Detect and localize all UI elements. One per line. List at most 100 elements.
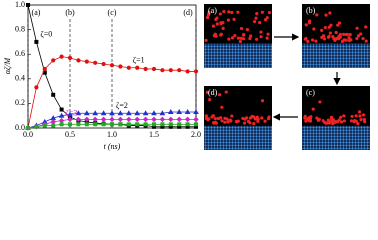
- atom: [320, 35, 324, 39]
- atom: [338, 35, 342, 39]
- point: [42, 66, 47, 72]
- atom: [213, 32, 217, 36]
- point: [76, 58, 81, 63]
- atom: [307, 115, 311, 120]
- atom: [317, 117, 321, 122]
- point: [100, 116, 107, 123]
- point: [193, 69, 199, 74]
- point: [34, 39, 39, 44]
- panel-label: (b): [306, 6, 316, 15]
- atom: [218, 12, 222, 16]
- atom: [338, 32, 342, 37]
- atom: [245, 28, 250, 32]
- point: [184, 116, 191, 123]
- atom: [255, 115, 259, 119]
- atom: [323, 25, 327, 30]
- point: [151, 116, 157, 123]
- x-tick-label: 1.0: [107, 130, 117, 139]
- atom: [347, 39, 351, 43]
- atom: [241, 116, 245, 121]
- atom: [345, 32, 349, 37]
- atom: [355, 26, 359, 30]
- point: [51, 123, 56, 128]
- point: [135, 65, 140, 70]
- atom: [252, 121, 256, 126]
- point: [59, 107, 64, 112]
- point: [168, 116, 174, 123]
- x-tick-label: 2.0: [191, 130, 201, 139]
- point: [101, 61, 106, 67]
- atom: [337, 118, 341, 122]
- point: [51, 92, 56, 97]
- atom: [334, 30, 338, 35]
- atom: [266, 116, 271, 121]
- point: [51, 58, 56, 63]
- atom: [217, 93, 222, 97]
- atom: [208, 98, 212, 102]
- point: [125, 110, 132, 116]
- atom: [266, 32, 270, 36]
- point: [143, 66, 148, 72]
- atom: [328, 31, 332, 35]
- atom: [214, 121, 218, 125]
- atom: [242, 121, 247, 125]
- atom: [326, 35, 331, 39]
- atom: [310, 38, 315, 42]
- atom: [227, 37, 231, 41]
- atom: [315, 13, 319, 17]
- point: [93, 122, 98, 127]
- panel-label: (a): [208, 6, 217, 15]
- x-axis-label: t (ns): [104, 142, 121, 151]
- atom: [248, 36, 252, 41]
- series-label: ζ=2: [116, 101, 128, 110]
- atom: [350, 114, 354, 119]
- atom: [331, 122, 335, 126]
- substrate: [302, 125, 370, 150]
- point: [75, 116, 82, 123]
- atom: [225, 117, 229, 121]
- atom: [363, 120, 367, 124]
- atom: [260, 116, 264, 120]
- atom: [224, 90, 228, 94]
- point: [67, 111, 73, 117]
- atom: [260, 10, 264, 14]
- atom: [347, 36, 351, 40]
- substrate: [204, 125, 272, 150]
- point: [42, 123, 47, 128]
- point: [109, 63, 115, 68]
- atom: [220, 119, 224, 123]
- series-label: ζ=3: [66, 108, 78, 117]
- atom: [322, 37, 327, 41]
- atom: [356, 122, 360, 126]
- y-tick-label: 0.8: [15, 24, 25, 33]
- atom: [364, 25, 368, 29]
- point: [26, 3, 30, 7]
- point: [126, 116, 132, 123]
- atom: [246, 119, 251, 124]
- point: [184, 109, 191, 115]
- point: [109, 110, 115, 116]
- atom: [250, 115, 255, 119]
- atom: [315, 116, 319, 120]
- time-marker-label: (d): [183, 8, 193, 17]
- atom: [359, 32, 363, 36]
- atom: [334, 120, 338, 124]
- time-marker-label: (c): [108, 8, 117, 17]
- point: [185, 122, 190, 127]
- x-tick-label: 0.0: [23, 130, 33, 139]
- atom: [241, 37, 246, 41]
- point: [135, 122, 140, 127]
- atom: [227, 10, 231, 14]
- point: [193, 116, 199, 123]
- atom: [236, 36, 241, 40]
- atom: [220, 105, 224, 109]
- atom: [311, 107, 315, 111]
- atom: [216, 116, 221, 121]
- atom: [327, 25, 331, 29]
- atom: [348, 33, 352, 37]
- point: [151, 110, 157, 116]
- point: [143, 122, 148, 127]
- point: [176, 109, 183, 115]
- point: [176, 116, 182, 123]
- point: [59, 54, 64, 59]
